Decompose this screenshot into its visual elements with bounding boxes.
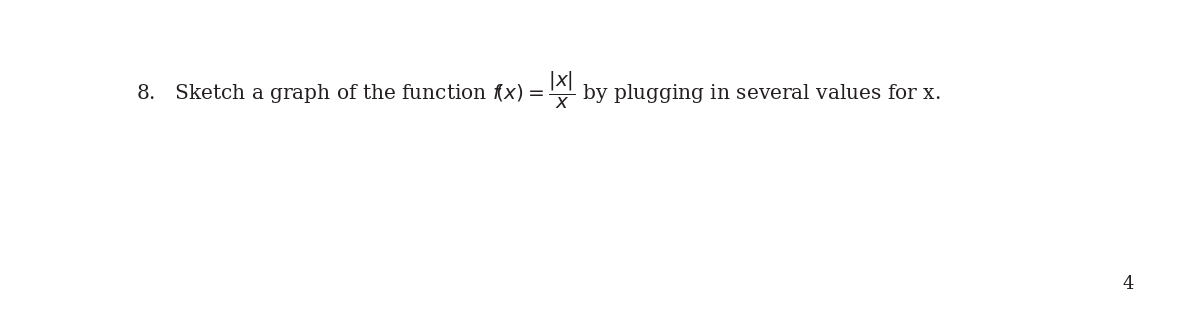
Text: 8.   Sketch a graph of the function $f\!\left(x\right) = \dfrac{|x|}{x}$ by plug: 8. Sketch a graph of the function $f\!\l… xyxy=(136,69,940,110)
Text: 4: 4 xyxy=(1122,275,1134,293)
